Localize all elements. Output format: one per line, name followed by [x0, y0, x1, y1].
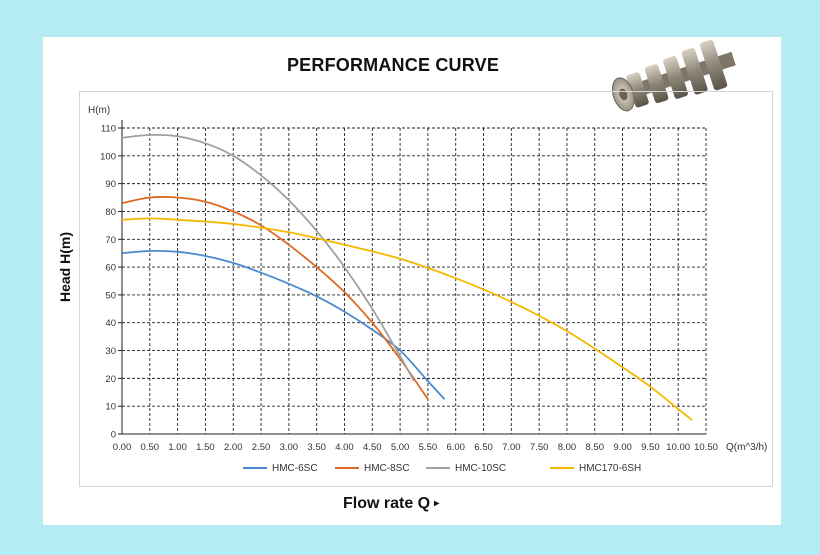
legend-item-label: HMC170-6SH	[579, 463, 641, 474]
x-tick-label: 4.50	[363, 442, 382, 453]
x-tick-label: 5.50	[419, 442, 438, 453]
y-axis-title: Head H(m)	[57, 231, 73, 303]
y-tick-label: 70	[105, 235, 116, 246]
x-tick-label: 3.50	[307, 442, 326, 453]
x-tick-label: 10.00	[666, 442, 690, 453]
x-tick-label: 5.00	[391, 442, 410, 453]
performance-chart: 0.00 0.50 1.00 1.50 2.00 2.50 3.00 3.50 4.00 4.50…	[88, 105, 767, 474]
x-tick-label: 0.50	[141, 442, 160, 453]
series-line-hmc-6sc	[121, 249, 446, 400]
x-tick-label: 10.50	[694, 442, 718, 453]
x-tick-label: 8.00	[558, 442, 577, 453]
x-tick-label: 8.50	[586, 442, 605, 453]
series-line-hmc170-6sh	[121, 217, 693, 421]
x-tick-label: 0.00	[113, 442, 132, 453]
x-tick-label: 2.00	[224, 442, 243, 453]
y-tick-label: 0	[111, 430, 116, 441]
x-axis-title-text: Flow rate Q	[343, 495, 431, 512]
y-tick-label: 110	[101, 124, 116, 135]
x-tick-label: 4.00	[335, 442, 354, 453]
y-tick-label: 90	[105, 179, 116, 190]
y-axis-label: H(m)	[88, 105, 110, 116]
y-tick-label: 60	[105, 263, 116, 274]
x-tick-label: 2.50	[252, 442, 270, 453]
x-tick-label: 3.00	[280, 442, 299, 453]
x-tick-label: 7.50	[530, 442, 549, 453]
y-tick-label: 50	[105, 290, 116, 301]
chart-card: PERFORMANCE CURVE 0.00 0.50 1.00 1.50	[43, 37, 781, 525]
y-tick-label: 80	[105, 207, 116, 218]
y-tick-label: 10	[105, 402, 116, 413]
page-title: PERFORMANCE CURVE	[286, 55, 500, 75]
x-axis-title: Flow rate Q ▸	[343, 495, 439, 513]
legend-item-label: HMC-8SC	[364, 463, 410, 474]
y-tick-label: 100	[100, 151, 116, 162]
x-tick-label: 6.00	[446, 442, 465, 453]
legend-item-label: HMC-10SC	[455, 463, 506, 474]
x-tick-label: 9.00	[613, 442, 632, 453]
x-tick-label: 1.00	[168, 442, 187, 453]
x-axis-label: Q(m^3/h)	[726, 442, 767, 453]
x-tick-label: 7.00	[502, 442, 521, 453]
series-line-hmc-10sc	[121, 133, 415, 382]
x-tick-label: 9.50	[641, 442, 660, 453]
x-tick-label: 1.50	[196, 442, 215, 453]
chart-frame	[79, 91, 773, 487]
legend-item-label: HMC-6SC	[272, 463, 318, 474]
y-tick-label: 20	[105, 374, 116, 385]
x-tick-label: 6.50	[474, 442, 493, 453]
arrow-right-icon: ▸	[434, 498, 440, 509]
series-line-hmc-8sc	[121, 196, 429, 400]
y-tick-label: 30	[105, 346, 116, 357]
y-tick-label: 40	[105, 318, 116, 329]
